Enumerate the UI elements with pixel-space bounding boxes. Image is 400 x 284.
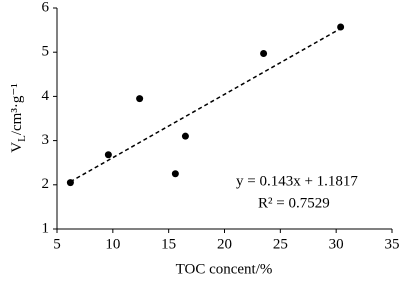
- point: [136, 95, 144, 103]
- y-axis-label: VL/cm³·g⁻¹: [9, 83, 27, 152]
- y-tick-label: 2: [42, 176, 50, 192]
- annotation: y = 0.143x + 1.1817: [236, 173, 358, 189]
- y-label-rest: /cm³·g⁻¹: [9, 83, 25, 135]
- x-tick-label: 35: [385, 236, 400, 252]
- y-tick-label: 5: [42, 44, 50, 60]
- x-tick-label: 15: [161, 236, 176, 252]
- y-label-main: V: [9, 142, 25, 153]
- x-tick-label: 20: [217, 236, 232, 252]
- point: [171, 170, 179, 178]
- x-tick-label: 25: [273, 236, 288, 252]
- y-tick-label: 3: [42, 132, 50, 148]
- point: [104, 151, 112, 159]
- x-tick-label: 5: [53, 236, 61, 252]
- point: [181, 132, 189, 140]
- y-label-sub: L: [16, 135, 28, 142]
- annotation: R² = 0.7529: [258, 195, 330, 211]
- x-tick-label: 10: [105, 236, 120, 252]
- x-axis-label: TOC concent/%: [176, 261, 273, 277]
- y-tick-label: 1: [42, 220, 50, 236]
- y-tick-label: 4: [42, 88, 50, 104]
- point: [260, 50, 268, 58]
- trend-line: [70, 27, 343, 183]
- y-tick-label: 6: [42, 0, 50, 15]
- x-tick-label: 30: [329, 236, 344, 252]
